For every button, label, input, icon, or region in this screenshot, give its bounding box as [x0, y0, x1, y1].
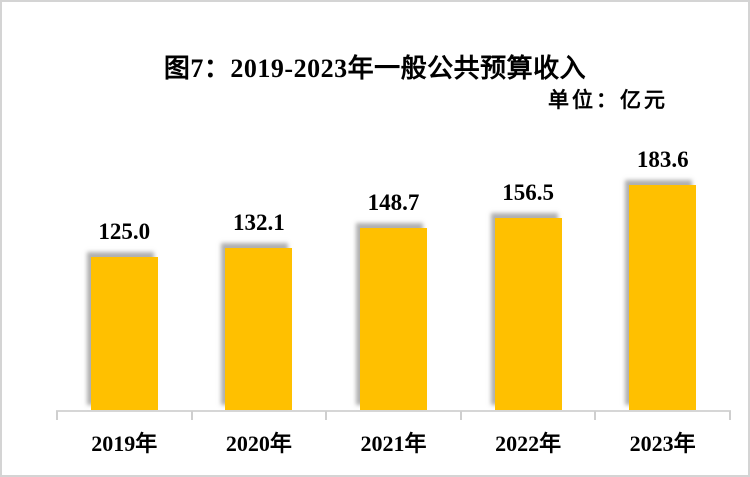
bar-value-label: 125.0: [98, 219, 151, 244]
x-axis-label: 2023年: [629, 431, 696, 456]
x-axis-line: [56, 410, 731, 412]
x-axis-label: 2021年: [360, 431, 427, 456]
x-axis-label: 2022年: [495, 431, 562, 456]
x-axis-tick: [594, 411, 596, 420]
x-axis-tick: [460, 411, 462, 420]
unit-label: 单位：亿元: [548, 88, 668, 112]
bar-value-label: 148.7: [367, 190, 420, 215]
bar: [360, 228, 427, 410]
x-axis-tick: [191, 411, 193, 420]
bar: [495, 218, 562, 410]
x-axis-tick: [729, 411, 731, 420]
x-axis-tick: [325, 411, 327, 420]
bar: [629, 185, 696, 410]
bar: [91, 257, 158, 410]
x-axis-label: 2019年: [91, 431, 158, 456]
bar: [225, 248, 292, 410]
x-axis-label: 2020年: [225, 431, 292, 456]
x-axis-tick: [56, 411, 58, 420]
bar-value-label: 132.1: [233, 210, 285, 235]
bar-value-label: 183.6: [636, 147, 689, 172]
chart-title: 图7：2019-2023年一般公共预算收入: [163, 54, 587, 83]
bar-value-label: 156.5: [502, 180, 554, 205]
